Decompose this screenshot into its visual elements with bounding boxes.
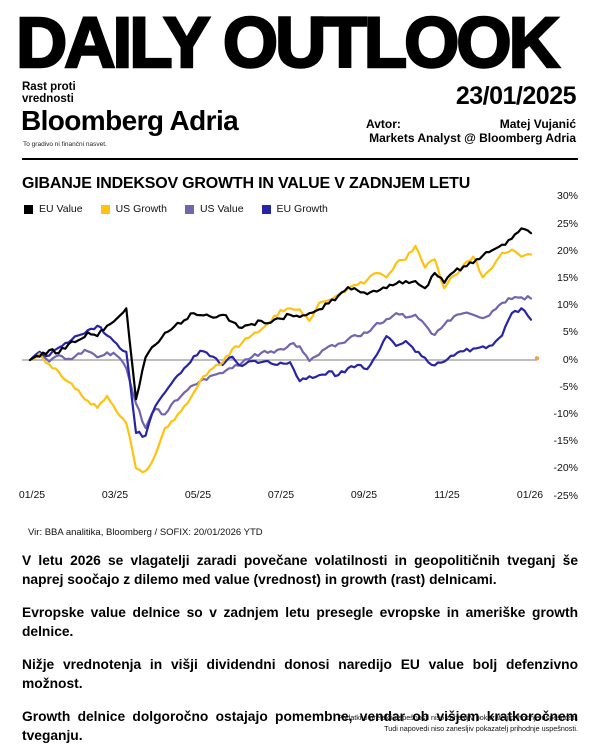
y-axis-tick-label: 20% <box>556 244 578 257</box>
body-copy: V letu 2026 se vlagatelji zaradi povečan… <box>22 551 578 750</box>
x-axis-tick-label: 03/25 <box>101 489 129 501</box>
x-axis-tick-label: 09/25 <box>350 489 378 501</box>
legend-label: EU Growth <box>276 203 328 215</box>
body-paragraph-4: Growth delnice dolgoročno ostajajo pomem… <box>22 709 578 744</box>
footer-line-1: Podatki o pretekli uspešnosti niso zanes… <box>337 713 578 722</box>
y-axis-tick-label: 30% <box>556 190 578 203</box>
author-block: Avtor: Matej Vujanić Markets Analyst @ B… <box>366 117 576 145</box>
y-axis-tick-label: 5% <box>562 326 578 339</box>
y-axis-tick-label: 10% <box>556 299 578 312</box>
y-axis-tick-label: 0% <box>562 353 578 366</box>
chart-source: Vir: BBA analitika, Bloomberg / SOFIX: 2… <box>28 527 263 538</box>
y-axis-tick-label: -20% <box>553 462 578 475</box>
body-paragraph-1: V letu 2026 se vlagatelji zaradi povečan… <box>22 553 578 588</box>
y-axis-tick-label: 25% <box>556 217 578 230</box>
author-role: Markets Analyst @ Bloomberg Adria <box>369 131 576 146</box>
legend-label: EU Value <box>39 203 83 215</box>
legend-swatch <box>100 204 110 214</box>
x-axis-tick-label: 07/25 <box>267 489 295 501</box>
sofix-ytd-marker <box>534 356 540 361</box>
legend-swatch <box>24 204 33 214</box>
masthead-title: DAILY OUTLOOK <box>15 4 561 83</box>
author-label: Avtor: <box>366 117 401 131</box>
footer-line-2: Tudi napovedi niso zanesljiv pokazatelj … <box>384 724 578 734</box>
topic-line-2: vrednosti <box>22 93 74 106</box>
author-name: Matej Vujanić <box>499 117 576 131</box>
chart-line-us-growth <box>28 244 533 474</box>
y-axis-tick-label: -5% <box>559 380 578 393</box>
legend-label: US Value <box>199 203 244 215</box>
legend-item-us-value: US Value <box>184 203 244 215</box>
x-axis-tick-label: 11/25 <box>434 489 460 501</box>
y-axis-tick-label: -10% <box>553 407 578 420</box>
footer-disclaimer: Podatki o pretekli uspešnosti niso zanes… <box>248 712 578 734</box>
topic-line-1: Rast proti <box>22 81 76 93</box>
x-axis-tick-label: 01/25 <box>18 489 46 501</box>
chart-title: GIBANJE INDEKSOV GROWTH IN VALUE V ZADNJ… <box>22 175 471 192</box>
header-divider <box>22 158 578 160</box>
y-axis-tick-label: -25% <box>553 489 578 502</box>
x-axis-tick-label: 05/25 <box>184 489 212 501</box>
legend-item-eu-growth: EU Growth <box>261 203 328 215</box>
chart-legend: EU Value US Growth US Value EU Growth <box>24 203 328 215</box>
body-paragraph-3: Nižje vrednotenja in višji dividendni do… <box>22 657 578 692</box>
legend-item-us-growth: US Growth <box>100 203 167 215</box>
topic-label: Rast proti vrednosti <box>22 81 76 106</box>
header-disclaimer: To gradivo ni finančni nasvet. <box>23 141 107 148</box>
legend-item-eu-value: EU Value <box>24 203 83 215</box>
brand-logo: Bloomberg Adria <box>21 105 239 136</box>
chart-line-us-value <box>28 295 533 430</box>
y-axis-tick-label: -15% <box>553 435 578 448</box>
body-paragraph-2: Evropske value delnice so v zadnjem letu… <box>22 605 578 640</box>
chart-line-eu-growth <box>28 307 533 438</box>
x-axis-tick-label: 01/26 <box>516 489 544 501</box>
legend-swatch <box>261 204 271 214</box>
legend-label: US Growth <box>115 203 167 215</box>
author-row: Avtor: Matej Vujanić <box>366 117 576 131</box>
legend-swatch <box>184 204 194 214</box>
issue-date: 23/01/2025 <box>455 82 577 110</box>
y-axis-tick-label: 15% <box>556 271 578 284</box>
chart-line-eu-value <box>28 227 533 401</box>
